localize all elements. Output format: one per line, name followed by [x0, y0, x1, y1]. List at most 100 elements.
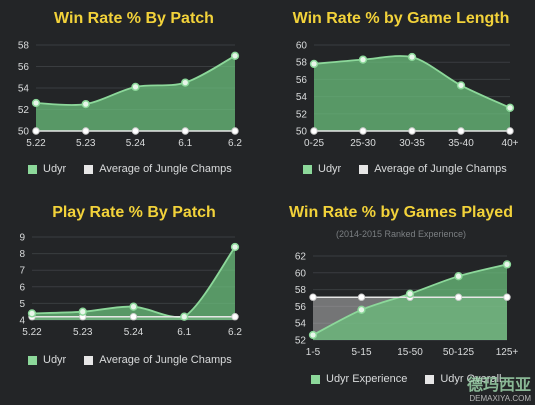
data-point-udyr [181, 78, 190, 87]
data-point-udyr [129, 302, 138, 311]
data-point-udyr [31, 98, 41, 108]
legend-swatch-average [359, 164, 369, 174]
legend-item-udyr[interactable]: Udyr [303, 163, 341, 175]
y-tick-label: 58 [295, 285, 307, 296]
x-tick-label: 125+ [496, 347, 519, 358]
legend-label: Average of Jungle Champs [99, 354, 232, 366]
chart-legend: Udyr Average of Jungle Champs [28, 354, 250, 366]
data-point-udyr [78, 307, 87, 316]
y-tick-label: 52 [295, 336, 307, 347]
chart-panel-play-rate-by-patch: Play Rate % By Patch 4 5 6 7 8 9 5.22 5.23 5.24 6… [0, 200, 268, 405]
x-tick-label: 30-35 [399, 138, 425, 149]
y-tick-label: 56 [296, 75, 308, 86]
x-tick-label: 35-40 [448, 138, 474, 149]
legend-swatch-udyr [28, 355, 37, 365]
data-point-reference [129, 313, 138, 321]
y-tick-label: 54 [296, 92, 308, 103]
x-tick-label: 5.22 [22, 327, 42, 338]
chart-svg: 4 5 6 7 8 9 5.22 5.23 5.24 6.1 6.2 [19, 233, 242, 339]
data-point-udyr [405, 289, 415, 298]
y-tick-label: 8 [19, 249, 25, 260]
chart-legend: Udyr Average of Jungle Champs [28, 163, 250, 175]
legend-label: Average of Jungle Champs [99, 163, 232, 175]
legend-item-udyr-overall[interactable]: Udyr Overall [425, 373, 501, 385]
data-point-reference [357, 293, 366, 301]
x-tick-label: 5.22 [26, 138, 46, 149]
data-point-reference [82, 127, 90, 135]
x-tick-label: 6.2 [228, 327, 242, 338]
data-point-reference [503, 293, 511, 301]
y-tick-label: 58 [18, 41, 30, 52]
series-area-udyr [314, 55, 510, 131]
data-point-udyr [357, 305, 366, 314]
chart-title: Win Rate % by Games Played [289, 204, 513, 221]
data-point-udyr [505, 103, 515, 112]
x-tick-label: 6.2 [228, 138, 242, 149]
watermark-url: DEMAXIYA.COM [469, 394, 531, 403]
data-point-udyr [230, 242, 240, 252]
legend-item-average[interactable]: Average of Jungle Champs [359, 163, 507, 175]
legend-swatch-average [84, 355, 94, 365]
legend-label: Udyr [43, 354, 67, 366]
chart-svg: 50 52 54 56 58 60 0-25 25-30 30-35 35-40 40+ [296, 41, 519, 150]
data-point-reference [506, 127, 514, 135]
x-tick-label: 25-30 [350, 138, 376, 149]
x-tick-label: 1-5 [306, 347, 321, 358]
y-tick-label: 5 [19, 299, 25, 310]
legend-item-udyr[interactable]: Udyr [28, 163, 66, 175]
chart-svg: 52 54 56 58 60 62 1-5 5-15 15-50 50-125 125+ [295, 252, 519, 359]
x-tick-label: 5.24 [126, 138, 146, 149]
watermark-text: 德玛西亚 [466, 377, 531, 394]
data-point-reference [231, 127, 239, 135]
y-tick-label: 58 [296, 58, 308, 69]
y-tick-label: 52 [18, 105, 30, 116]
x-tick-label: 0-25 [304, 138, 324, 149]
x-tick-label: 40+ [502, 138, 519, 149]
y-tick-label: 56 [18, 62, 30, 73]
legend-label: Udyr [318, 163, 342, 175]
legend-item-average[interactable]: Average of Jungle Champs [84, 163, 232, 175]
y-tick-label: 7 [19, 266, 25, 277]
legend-label: Average of Jungle Champs [374, 163, 507, 175]
chart-title: Win Rate % By Patch [54, 10, 214, 27]
y-tick-label: 50 [296, 127, 308, 138]
chart-panel-win-rate-by-game-length: Win Rate % by Game Length 50 52 54 56 58 60 0-… [267, 0, 535, 200]
legend-item-udyr[interactable]: Udyr [28, 354, 66, 366]
legend-label: Udyr Experience [326, 373, 408, 385]
series-area-udyr [32, 247, 235, 320]
data-point-reference [309, 293, 317, 301]
data-point-reference [454, 293, 463, 301]
legend-swatch-udyr-experience [311, 374, 320, 384]
chart-title: Play Rate % By Patch [52, 204, 216, 221]
y-tick-label: 60 [295, 268, 307, 279]
data-point-udyr [27, 309, 37, 318]
chart-panel-win-rate-by-patch: Win Rate % By Patch 50 52 54 56 58 5.22 5.23 5.… [0, 0, 268, 200]
data-point-reference [32, 127, 40, 135]
data-point-udyr [454, 272, 463, 281]
y-tick-label: 4 [19, 316, 25, 327]
series-area-udyr [313, 264, 507, 340]
legend-swatch-udyr-overall [425, 374, 435, 384]
data-point-reference [181, 127, 189, 135]
data-point-reference [457, 127, 465, 135]
y-tick-label: 56 [295, 302, 307, 313]
chart-panel-win-rate-by-games-played: Win Rate % by Games Played (2014-2015 Ra… [267, 200, 535, 405]
y-tick-label: 62 [295, 252, 307, 263]
legend-swatch-average [84, 164, 94, 174]
chart-subtitle: (2014-2015 Ranked Experience) [335, 229, 467, 239]
legend-item-udyr-experience[interactable]: Udyr Experience [311, 373, 407, 385]
y-tick-label: 60 [296, 41, 308, 52]
legend-label: Udyr Overall [440, 373, 502, 385]
data-point-reference [359, 127, 367, 135]
data-point-reference [231, 313, 239, 321]
legend-item-average[interactable]: Average of Jungle Champs [84, 354, 232, 366]
data-point-udyr [456, 81, 466, 90]
data-point-reference [408, 127, 416, 135]
x-tick-label: 6.1 [178, 138, 192, 149]
x-tick-label: 6.1 [177, 327, 191, 338]
data-point-udyr [308, 330, 318, 340]
x-tick-label: 5-15 [351, 347, 371, 358]
y-tick-label: 54 [18, 84, 30, 95]
data-point-udyr [230, 51, 240, 60]
x-tick-label: 15-50 [397, 347, 423, 358]
